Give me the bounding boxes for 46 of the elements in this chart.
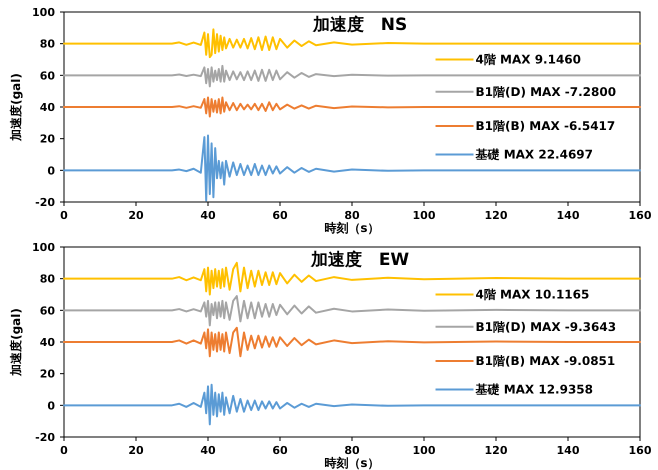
legend-label: B1階(B) MAX -6.5417: [476, 119, 616, 133]
x-tick-label: 160: [628, 444, 652, 457]
y-tick-label: 80: [40, 272, 56, 286]
y-tick-label: 40: [40, 336, 56, 349]
chart-title: 加速度 EW: [310, 250, 410, 270]
y-tick-label: 100: [32, 6, 56, 19]
x-axis-title: 時刻（s）: [324, 221, 380, 235]
y-tick-label: 60: [40, 69, 56, 82]
x-tick-label: 120: [484, 209, 508, 222]
chart-title: 加速度 NS: [312, 15, 408, 35]
x-tick-label: 140: [556, 209, 580, 222]
legend-label: B1階(D) MAX -7.2800: [476, 84, 616, 99]
x-tick-label: 40: [200, 444, 216, 457]
x-tick-label: 140: [556, 444, 580, 457]
y-tick-label: 20: [40, 132, 56, 146]
legend-label: 4階 MAX 9.1460: [476, 52, 582, 66]
y-tick-label: -20: [35, 196, 56, 209]
y-tick-label: 80: [40, 38, 56, 51]
y-tick-label: 100: [32, 241, 56, 254]
x-tick-label: 40: [200, 209, 216, 222]
legend-label: 4階 MAX 10.1165: [476, 288, 590, 302]
x-tick-label: 100: [412, 444, 436, 457]
y-tick-label: 0: [47, 399, 56, 412]
legend-label: 基礎 MAX 12.9358: [474, 382, 594, 396]
x-tick-label: 0: [60, 444, 68, 457]
x-axis-title: 時刻（s）: [324, 456, 380, 470]
x-tick-label: 20: [128, 209, 144, 222]
x-tick-label: 20: [128, 444, 144, 457]
x-tick-label: 80: [344, 209, 360, 222]
x-tick-label: 60: [272, 209, 288, 222]
x-tick-label: 100: [412, 209, 436, 222]
x-tick-label: 160: [628, 209, 652, 222]
x-tick-label: 120: [484, 444, 508, 457]
x-tick-label: 80: [344, 444, 360, 457]
y-tick-label: 20: [40, 368, 56, 381]
y-tick-label: 40: [40, 101, 56, 114]
legend-label: 基礎 MAX 22.4697: [474, 148, 594, 162]
y-axis-title: 加速度(gal): [9, 308, 23, 377]
legend-label: B1階(B) MAX -9.0851: [476, 354, 616, 368]
y-axis-title: 加速度(gal): [9, 73, 23, 142]
legend-label: B1階(D) MAX -9.3643: [476, 320, 616, 334]
y-tick-label: -20: [35, 431, 56, 444]
y-tick-label: 0: [47, 164, 56, 178]
x-tick-label: 0: [60, 209, 68, 222]
x-tick-label: 60: [272, 444, 288, 457]
y-tick-label: 60: [40, 304, 56, 318]
